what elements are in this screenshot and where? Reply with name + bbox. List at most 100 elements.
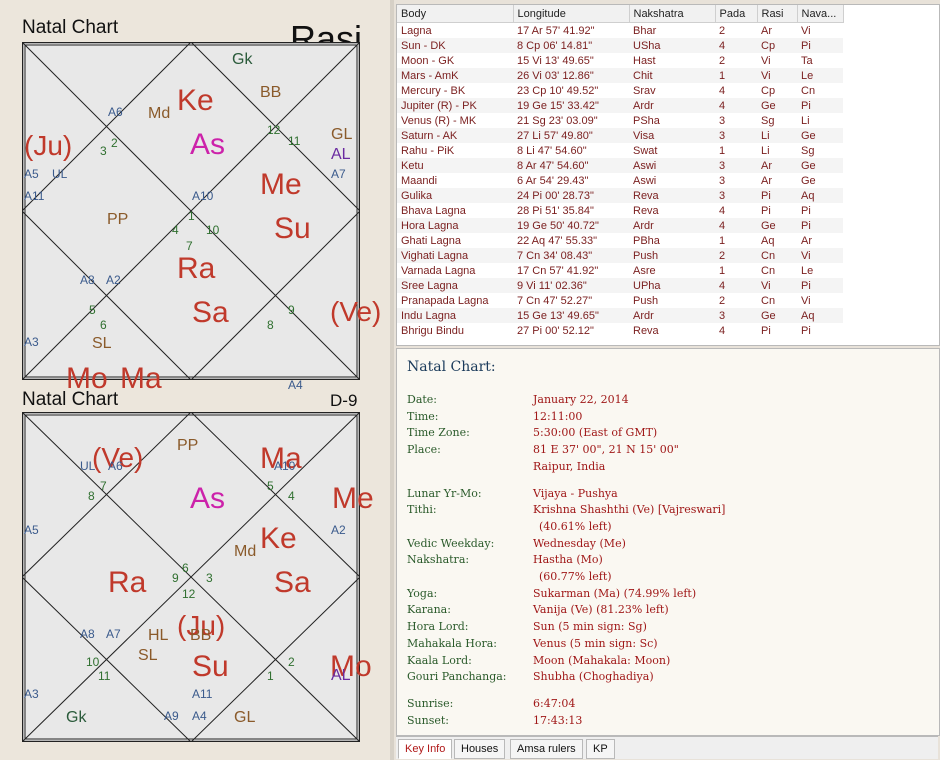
table-row[interactable]: Mercury - BK 23 Cp 10' 49.52" Srav 4 Cp Cn (397, 83, 843, 98)
column-header[interactable]: Rasi (757, 5, 798, 23)
table-row[interactable]: Varnada Lagna 17 Cn 57' 41.92" Asre 1 Cn Le (397, 263, 843, 278)
table-cell: Le (797, 68, 843, 83)
table-row[interactable]: Hora Lagna 19 Ge 50' 40.72" Ardr 4 Ge Pi (397, 218, 843, 233)
table-cell: 2 (715, 248, 757, 263)
table-cell: Pi (761, 204, 771, 217)
table-cell: Ge (797, 128, 843, 143)
table-cell: Pi (797, 98, 843, 113)
rasi-chart-label: Md (148, 105, 171, 122)
table-row[interactable]: Sun - DK 8 Cp 06' 14.81" USha 4 Cp Pi (397, 38, 843, 53)
column-header[interactable]: Pada (715, 5, 758, 23)
table-cell: 19 Ge 15' 33.42" (513, 98, 629, 113)
rasi-chart-label: A6 (108, 105, 123, 119)
tab-amsa-rulers[interactable]: Amsa rulers (510, 739, 583, 759)
rasi-chart-label: A11 (24, 189, 45, 203)
table-row[interactable]: Sree Lagna 9 Vi 11' 02.36" UPha 4 Vi Pi (397, 278, 843, 293)
navamsa-chart-label: A10 (274, 459, 296, 473)
navamsa-chart-grid (22, 412, 360, 742)
table-cell: Aswi (633, 174, 657, 187)
info-value: Raipur, India (533, 459, 606, 473)
table-row[interactable]: Bhrigu Bindu 27 Pi 00' 52.12" Reva 4 Pi Pi (397, 323, 843, 338)
table-row[interactable]: Mars - AmK 26 Vi 03' 12.86" Chit 1 Vi Le (397, 68, 843, 83)
navamsa-chart-label: 2 (288, 655, 295, 669)
navamsa-chart-name: D-9 (330, 391, 358, 410)
table-row[interactable]: Jupiter (R) - PK 19 Ge 15' 33.42" Ardr 4 Ge P… (397, 98, 843, 113)
table-cell: 22 Aq 47' 55.33" (517, 234, 598, 247)
navamsa-chart-label: 3 (206, 571, 213, 585)
table-cell: Aq (797, 188, 843, 203)
table-row[interactable]: Saturn - AK 27 Li 57' 49.80" Visa 3 Li Ge (397, 128, 843, 143)
table-cell: Ketu (397, 158, 513, 173)
table-cell: 21 Sg 23' 03.09" (517, 114, 598, 127)
planet-table-panel[interactable]: Body Longitude Nakshatra Pada Rasi Nava... La… (396, 4, 940, 346)
table-cell: Reva (629, 188, 715, 203)
table-cell: PBha (633, 234, 660, 247)
navamsa-chart-label: BB (190, 627, 212, 644)
table-cell: Cn (757, 248, 797, 263)
table-row[interactable]: Maandi 6 Ar 54' 29.43" Aswi 3 Ar Ge (397, 173, 843, 188)
table-cell: 3 (715, 188, 757, 203)
navamsa-chart-label: A8 (80, 627, 95, 641)
column-header[interactable]: Body (397, 5, 514, 23)
table-cell: Gulika (397, 188, 513, 203)
table-cell: Mars - AmK (397, 68, 513, 83)
tab-kp[interactable]: KP (586, 739, 615, 759)
splitter-handle[interactable] (390, 0, 394, 760)
navamsa-chart-label: AL (331, 667, 351, 684)
tab-houses[interactable]: Houses (454, 739, 506, 759)
table-cell: 15 Ge 13' 49.65" (513, 308, 629, 323)
navamsa-chart-label: A3 (24, 687, 39, 701)
table-row[interactable]: Lagna 17 Ar 57' 41.92" Bhar 2 Ar Vi (397, 23, 843, 39)
table-cell: Vi (801, 294, 811, 307)
info-key: Tithi: (407, 503, 437, 517)
table-cell: Vi (801, 24, 811, 37)
table-row[interactable]: Gulika 24 Pi 00' 28.73" Reva 3 Pi Aq (397, 188, 843, 203)
column-header[interactable]: Longitude (513, 5, 630, 23)
rasi-chart-label: (Ve) (330, 296, 382, 327)
table-cell: Ge (757, 98, 797, 113)
table-cell: Ar (761, 174, 772, 187)
table-cell: 17 Cn 57' 41.92" (517, 264, 599, 277)
table-row[interactable]: Indu Lagna 15 Ge 13' 49.65" Ardr 3 Ge Aq (397, 308, 843, 323)
table-row[interactable]: Bhava Lagna 28 Pi 51' 35.84" Reva 4 Pi Pi (397, 203, 843, 218)
navamsa-chart[interactable]: PP (Ve) UL A6 Ma A10 7 8 5 4 As Me A5 A2 Md Ke Sa Ra 6 9 3 12… (22, 412, 374, 742)
table-cell: Pi (797, 278, 843, 293)
rasi-chart[interactable]: Gk BB A6 Md Ke As 2 3 12 11 (Ju) A5 UL A11 GL AL A7 A10 Me… (22, 42, 381, 394)
info-key: Date: (407, 393, 438, 406)
table-cell: 23 Cp 10' 49.52" (517, 84, 599, 97)
navamsa-chart-label: 10 (86, 655, 100, 669)
table-row[interactable]: Ghati Lagna 22 Aq 47' 55.33" PBha 1 Aq Ar (397, 233, 843, 248)
column-header[interactable]: Nakshatra (629, 5, 716, 23)
rasi-chart-label: A4 (288, 378, 303, 392)
table-cell: Vi (757, 278, 797, 293)
navamsa-chart-label: 5 (267, 479, 274, 493)
table-row[interactable]: Vighati Lagna 7 Cn 34' 08.43" Push 2 Cn Vi (397, 248, 843, 263)
table-cell: Push (633, 294, 659, 307)
rasi-chart-label: PP (107, 211, 129, 228)
navamsa-chart-label: As (190, 482, 226, 515)
navamsa-chart-label: A7 (106, 627, 121, 641)
tab-key-info[interactable]: Key Info (398, 739, 453, 759)
table-cell: 9 Vi 11' 02.36" (513, 278, 629, 293)
navamsa-chart-label: (Ve) (92, 442, 144, 473)
table-row[interactable]: Venus (R) - MK 21 Sg 23' 03.09" PSha 3 Sg Li (397, 113, 843, 128)
table-row[interactable]: Ketu 8 Ar 47' 54.60" Aswi 3 Ar Ge (397, 158, 843, 173)
table-row[interactable]: Rahu - PiK 8 Li 47' 54.60" Swat 1 Li Sg (397, 143, 843, 158)
rasi-chart-label: 1 (188, 209, 195, 223)
column-header[interactable]: Nava... (797, 5, 844, 23)
rasi-chart-label: A3 (24, 335, 39, 349)
table-cell: 17 Ar 57' 41.92" (517, 24, 595, 37)
info-value: Venus (5 min sign: Sc) (533, 636, 658, 650)
rasi-chart-label: A5 (24, 167, 39, 181)
info-key: Yoga: (407, 586, 438, 600)
table-cell: 1 (719, 234, 726, 247)
table-row[interactable]: Moon - GK 15 Vi 13' 49.65" Hast 2 Vi Ta (397, 53, 843, 68)
table-cell: Rahu - PiK (401, 144, 455, 157)
table-cell: Bhava Lagna (401, 204, 466, 217)
table-cell: Ardr (629, 98, 715, 113)
table-cell: 2 (719, 54, 726, 67)
navamsa-chart-label: UL (80, 459, 96, 473)
table-row[interactable]: Pranapada Lagna 7 Cn 47' 52.27" Push 2 Cn Vi (397, 293, 843, 308)
info-value: 6:47:04 (533, 696, 576, 710)
info-value: Krishna Shashthi (Ve) [Vajreswari] (533, 503, 726, 517)
